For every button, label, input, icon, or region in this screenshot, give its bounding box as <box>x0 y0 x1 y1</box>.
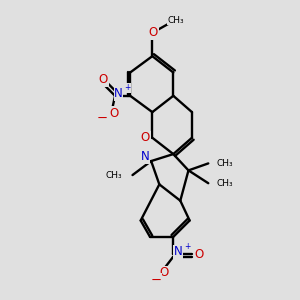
Text: CH₃: CH₃ <box>106 171 122 180</box>
Text: CH₃: CH₃ <box>216 159 233 168</box>
Text: O: O <box>141 131 150 144</box>
Text: CH₃: CH₃ <box>167 16 184 25</box>
Text: −: − <box>97 111 108 124</box>
Text: O: O <box>159 266 169 280</box>
Text: +: + <box>184 242 190 251</box>
Text: N: N <box>141 150 150 163</box>
Text: O: O <box>99 73 108 86</box>
Text: +: + <box>125 83 131 92</box>
Text: O: O <box>149 26 158 39</box>
Text: O: O <box>194 248 204 261</box>
Text: O: O <box>109 107 119 120</box>
Text: N: N <box>114 87 123 100</box>
Text: CH₃: CH₃ <box>216 179 233 188</box>
Text: −: − <box>150 274 161 286</box>
Text: N: N <box>174 245 182 259</box>
